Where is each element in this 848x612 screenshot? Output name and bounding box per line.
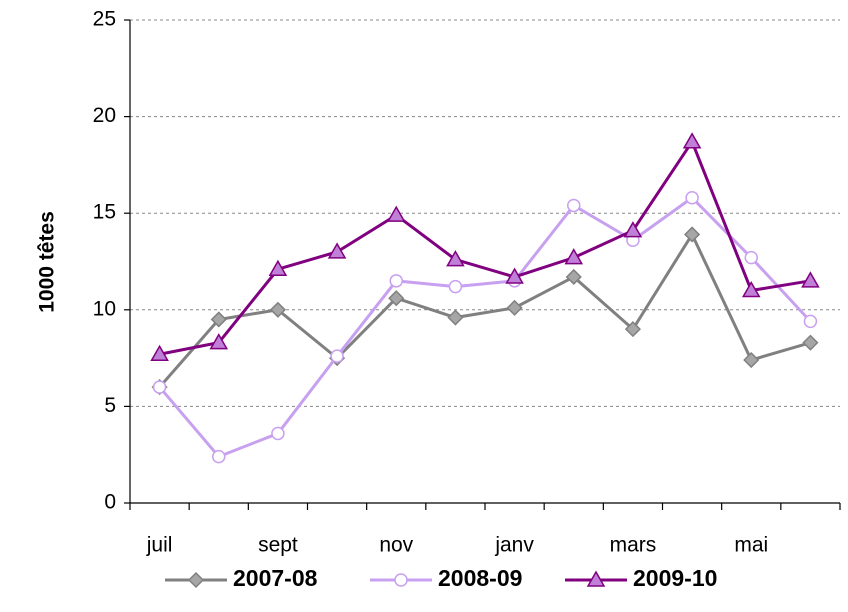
point bbox=[271, 426, 285, 441]
x-tick-label: mars bbox=[610, 534, 657, 557]
point bbox=[447, 309, 464, 326]
x-tick-label: mai bbox=[734, 534, 768, 557]
point bbox=[210, 311, 227, 328]
x-tick-label: janv bbox=[494, 534, 534, 557]
point bbox=[209, 333, 229, 350]
point bbox=[682, 132, 702, 149]
y-axis-label: 1000 têtes bbox=[36, 211, 59, 313]
point bbox=[506, 299, 523, 316]
legend-label: 2007-08 bbox=[233, 565, 318, 591]
point bbox=[685, 190, 699, 205]
x-tick-label: sept bbox=[258, 534, 298, 557]
legend-marker bbox=[394, 573, 408, 587]
point bbox=[150, 344, 169, 361]
x-tick-label: juil bbox=[146, 534, 173, 557]
legend-label: 2009-10 bbox=[633, 565, 717, 591]
point bbox=[743, 351, 760, 369]
y-tick-label: 0 bbox=[104, 491, 116, 514]
legend-marker bbox=[586, 570, 606, 587]
y-tick-label: 15 bbox=[93, 201, 116, 224]
point bbox=[212, 449, 226, 464]
point bbox=[152, 380, 167, 394]
legend-marker bbox=[187, 571, 205, 589]
point bbox=[744, 250, 758, 265]
point bbox=[802, 334, 819, 351]
series-line bbox=[158, 231, 811, 389]
point bbox=[386, 205, 406, 222]
legend-label: 2008-09 bbox=[438, 565, 522, 591]
point bbox=[268, 259, 288, 276]
point bbox=[564, 248, 584, 265]
point bbox=[801, 271, 820, 288]
series-line bbox=[158, 195, 812, 459]
point bbox=[330, 349, 344, 363]
point bbox=[388, 290, 405, 307]
x-tick-label: nov bbox=[379, 534, 413, 557]
series-line bbox=[159, 138, 811, 356]
y-tick-label: 25 bbox=[93, 8, 116, 31]
point bbox=[505, 267, 524, 284]
point bbox=[684, 226, 701, 243]
point bbox=[565, 268, 582, 286]
point bbox=[448, 279, 463, 294]
point bbox=[389, 274, 403, 288]
y-tick-label: 10 bbox=[93, 297, 116, 320]
point bbox=[624, 321, 641, 338]
y-tick-label: 20 bbox=[93, 104, 116, 127]
y-tick-label: 5 bbox=[104, 394, 116, 417]
point bbox=[623, 221, 643, 238]
point bbox=[741, 280, 761, 298]
point bbox=[269, 301, 286, 318]
point bbox=[567, 198, 581, 213]
point bbox=[803, 314, 818, 329]
point bbox=[446, 250, 465, 267]
point bbox=[327, 242, 347, 259]
